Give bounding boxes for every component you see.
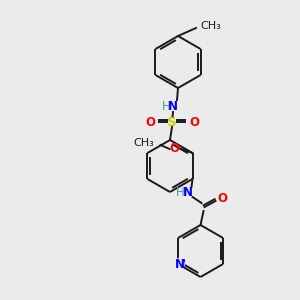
Text: O: O bbox=[145, 116, 155, 128]
Text: N: N bbox=[175, 259, 185, 272]
Text: N: N bbox=[168, 100, 178, 113]
Text: O: O bbox=[169, 142, 179, 155]
Text: O: O bbox=[218, 193, 227, 206]
Text: N: N bbox=[176, 257, 186, 271]
Text: CH₃: CH₃ bbox=[200, 21, 221, 31]
Text: H: H bbox=[176, 185, 185, 199]
Text: S: S bbox=[167, 116, 177, 128]
Text: CH₃: CH₃ bbox=[134, 138, 154, 148]
Text: N: N bbox=[182, 185, 193, 199]
Text: O: O bbox=[189, 116, 199, 128]
Text: H: H bbox=[162, 100, 170, 113]
